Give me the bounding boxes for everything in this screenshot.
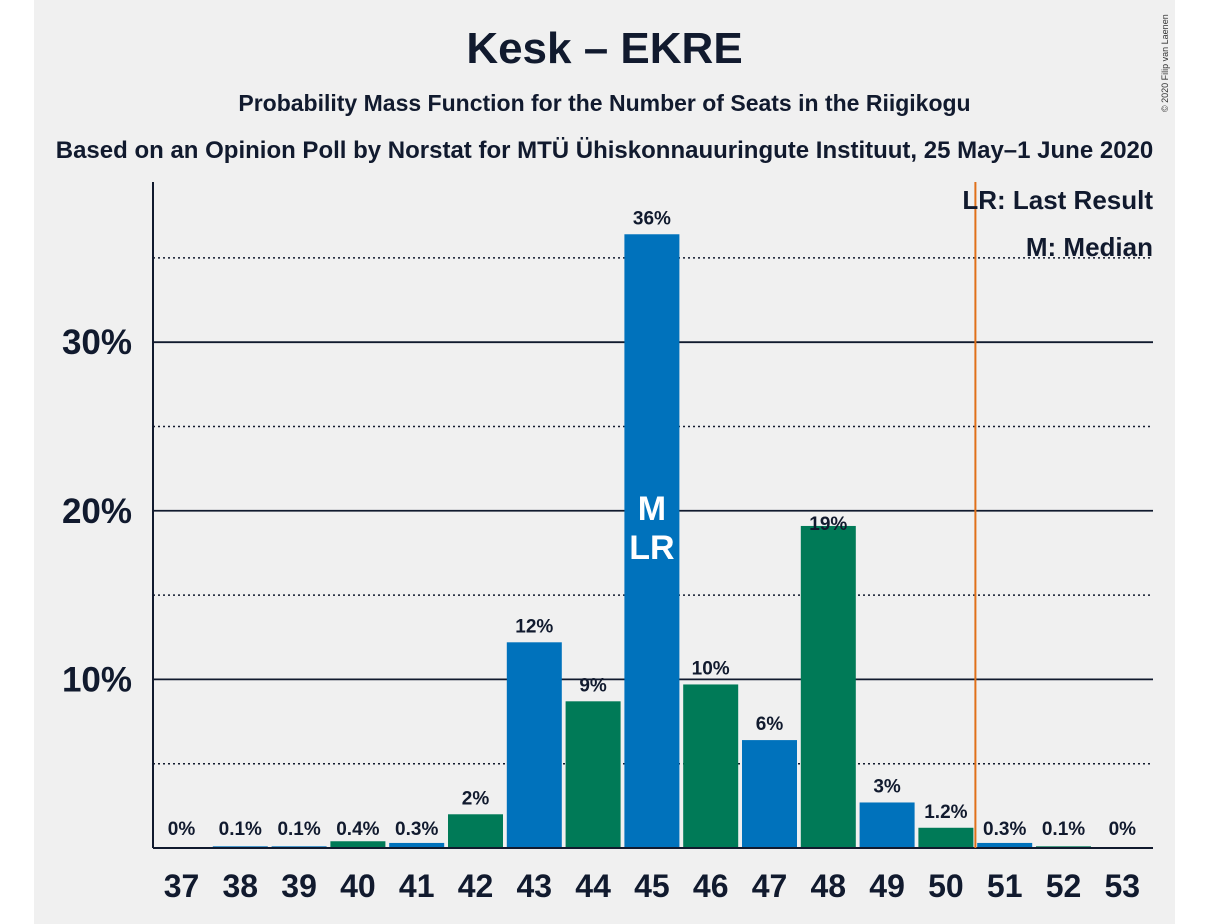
data-label: 9%	[579, 675, 607, 696]
x-tick-label: 45	[634, 868, 670, 904]
last-result-marker: LR	[629, 529, 674, 567]
bar	[918, 827, 974, 848]
data-label: 0.3%	[395, 819, 438, 840]
data-label: 6%	[756, 714, 784, 735]
legend-entry: M: Median	[1026, 232, 1153, 262]
x-tick-label: 39	[281, 868, 317, 904]
x-tick-label: 40	[340, 868, 376, 904]
chart-subtitle: Probability Mass Function for the Number…	[238, 90, 971, 116]
data-label: 0%	[1109, 819, 1137, 840]
bar	[330, 841, 386, 848]
bar	[389, 842, 445, 848]
data-label: 3%	[873, 776, 901, 797]
y-tick-label: 30%	[62, 323, 132, 362]
data-label: 2%	[462, 788, 490, 809]
x-tick-label: 51	[987, 868, 1023, 904]
legend: LR: Last Result M: Median	[962, 185, 1153, 262]
data-label: 0.3%	[983, 819, 1026, 840]
x-axis: 37 38 39 40 41 42 43 44 45 46 47 48 49 50 51 52 53	[153, 847, 1153, 904]
x-tick-label: 42	[458, 868, 494, 904]
data-label: 0.1%	[277, 819, 320, 840]
data-label: 19%	[809, 514, 847, 535]
bars	[212, 234, 1091, 848]
y-tick-label: 10%	[62, 660, 132, 699]
bar	[448, 814, 503, 848]
data-label: 1.2%	[924, 802, 967, 823]
x-tick-label: 43	[517, 868, 553, 904]
data-label: 0%	[168, 819, 196, 840]
data-label: 12%	[515, 616, 553, 637]
x-tick-label: 53	[1105, 868, 1141, 904]
data-labels: 0% 0.1% 0.1% 0.4% 0.3% 2% 12% 9% 36% 10% 6% 19% 3% 1.…	[168, 208, 1136, 840]
data-label: 36%	[633, 208, 671, 229]
x-tick-label: 52	[1046, 868, 1082, 904]
y-axis: 10% 20% 30%	[62, 182, 154, 848]
chart-source: Based on an Opinion Poll by Norstat for …	[55, 137, 1154, 164]
bar	[506, 642, 562, 848]
x-tick-label: 46	[693, 868, 729, 904]
x-tick-label: 49	[869, 868, 905, 904]
bar	[859, 802, 915, 848]
data-label: 0.4%	[336, 819, 379, 840]
median-marker: M	[638, 490, 666, 528]
x-tick-label: 44	[575, 868, 611, 904]
bar	[742, 740, 797, 848]
data-label: 0.1%	[219, 819, 262, 840]
chart-title: Kesk – EKRE	[466, 24, 743, 73]
markers: MLR	[629, 182, 977, 848]
bar	[977, 842, 1033, 848]
bar	[565, 701, 621, 848]
data-label: 10%	[692, 658, 730, 679]
x-tick-label: 48	[811, 868, 847, 904]
x-tick-label: 38	[223, 868, 259, 904]
legend-entry: LR: Last Result	[962, 185, 1153, 215]
bar	[683, 684, 739, 848]
y-tick-label: 20%	[62, 492, 132, 531]
x-tick-label: 41	[399, 868, 435, 904]
x-tick-label: 47	[752, 868, 788, 904]
x-tick-label: 50	[928, 868, 964, 904]
bar	[800, 525, 856, 848]
bar	[624, 234, 680, 848]
x-tick-label: 37	[164, 868, 200, 904]
data-label: 0.1%	[1042, 819, 1085, 840]
